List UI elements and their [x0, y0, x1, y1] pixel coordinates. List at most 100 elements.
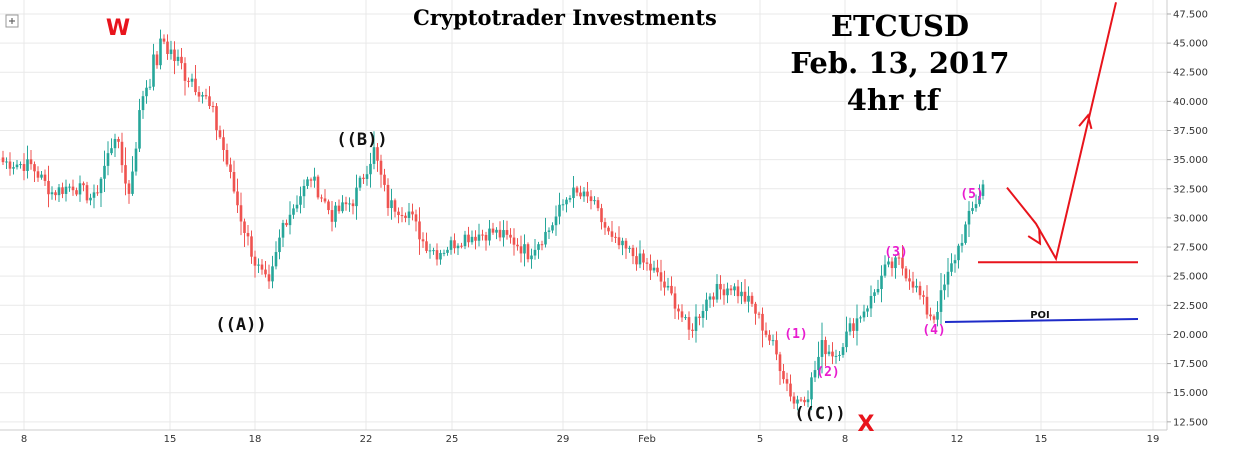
x-tick-label: 8 — [21, 434, 27, 445]
projection-arrow-path[interactable] — [1006, 2, 1117, 262]
chart-grid — [0, 0, 1167, 430]
candle-body — [911, 281, 915, 288]
x-tick-label: 19 — [1147, 434, 1160, 445]
candle-body — [785, 379, 789, 384]
candle-body — [750, 295, 754, 304]
candle-body — [817, 356, 820, 371]
candle-body — [253, 256, 257, 266]
candle-body — [526, 244, 530, 260]
candle-body — [334, 205, 337, 222]
candle-body — [22, 164, 26, 171]
candle-body — [656, 267, 659, 273]
candle-body — [43, 174, 47, 181]
candle-body — [484, 234, 488, 241]
candle-body — [355, 187, 358, 207]
candle-body — [180, 56, 183, 64]
candle-body — [533, 249, 537, 256]
wave-x-label: X — [858, 412, 875, 437]
candle-body — [813, 370, 817, 378]
candle-body — [386, 184, 390, 209]
candle-body — [897, 257, 901, 259]
candle-body — [617, 237, 621, 246]
candle-body — [628, 247, 631, 249]
candle-body — [876, 289, 880, 293]
y-tick-label: 35.000 — [1173, 155, 1208, 166]
candle-body — [57, 187, 61, 196]
candle-body — [148, 86, 152, 88]
candle-body — [673, 293, 677, 309]
candle-body — [743, 291, 747, 302]
candle-body — [12, 167, 15, 169]
candle-body — [127, 183, 131, 194]
candle-body — [5, 161, 8, 163]
candle-body — [659, 272, 663, 282]
x-tick-label: 15 — [164, 434, 177, 445]
candle-body — [75, 190, 78, 195]
candle-body — [481, 234, 484, 236]
candle-body — [880, 275, 883, 290]
candle-body — [554, 216, 558, 226]
x-tick-label: 5 — [757, 434, 763, 445]
candle-body — [607, 227, 610, 232]
candle-body — [232, 172, 236, 192]
candle-body — [50, 192, 54, 195]
subwave-1-label: (1) — [784, 327, 807, 342]
candle-body — [757, 313, 761, 315]
candle-body — [169, 49, 173, 54]
drawing-overlay — [944, 2, 1139, 323]
candle-body — [197, 92, 201, 97]
candle-body — [586, 191, 589, 197]
candle-body — [320, 197, 323, 199]
candle-body — [236, 191, 239, 206]
candle-body — [747, 295, 750, 302]
candle-body — [474, 236, 477, 241]
candle-body — [677, 308, 680, 312]
candle-body — [390, 200, 393, 209]
wave-b-label: ((B)) — [336, 130, 387, 150]
plus-icon[interactable] — [5, 14, 19, 28]
candle-body — [47, 180, 50, 195]
candle-body — [421, 239, 425, 242]
candle-body — [848, 323, 852, 332]
y-tick-label: 42.500 — [1173, 68, 1208, 79]
candle-body — [855, 318, 859, 331]
candle-body — [967, 210, 971, 225]
candle-body — [694, 316, 698, 331]
candle-body — [337, 205, 341, 212]
x-tick-label: 18 — [249, 434, 262, 445]
candle-body — [369, 163, 372, 175]
candle-body — [1, 157, 5, 163]
wave-c-label: ((C)) — [794, 404, 845, 424]
candle-body — [201, 95, 204, 97]
candle-body — [572, 187, 575, 199]
projection-arrowhead-up — [1078, 113, 1093, 130]
candle-body — [978, 195, 981, 205]
candle-body — [362, 177, 365, 179]
y-tick-label: 12.500 — [1173, 417, 1208, 428]
poi-level-line[interactable] — [944, 317, 1139, 323]
candle-body — [922, 295, 925, 297]
candle-body — [453, 240, 456, 249]
candle-body — [691, 329, 694, 331]
candle-body — [491, 228, 495, 233]
candle-body — [383, 174, 386, 185]
candle-body — [82, 183, 85, 186]
candle-body — [645, 262, 649, 264]
candle-body — [803, 399, 806, 403]
candle-body — [589, 196, 593, 202]
y-tick-label: 17.500 — [1173, 359, 1208, 370]
candle-body — [684, 317, 687, 319]
candle-body — [768, 334, 771, 341]
candle-body — [134, 148, 138, 172]
candle-body — [495, 229, 498, 233]
y-tick-label: 25.000 — [1173, 272, 1208, 283]
candle-body — [789, 383, 792, 397]
candle-body — [831, 351, 834, 357]
candle-body — [575, 187, 579, 193]
candle-body — [950, 263, 953, 272]
y-tick-label: 30.000 — [1173, 213, 1208, 224]
candle-body — [551, 225, 554, 231]
candle-body — [152, 54, 155, 87]
candle-body — [425, 241, 428, 251]
